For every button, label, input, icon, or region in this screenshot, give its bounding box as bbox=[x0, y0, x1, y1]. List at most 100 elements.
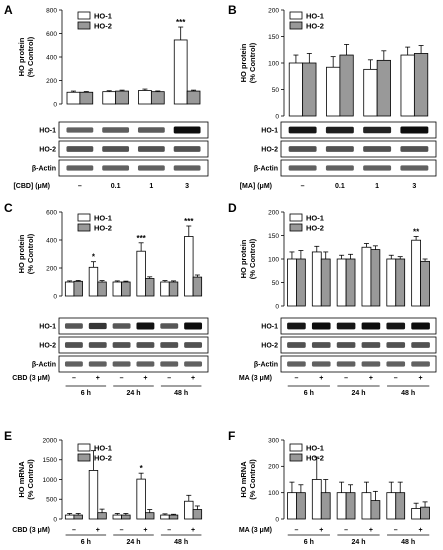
significance-marker: *** bbox=[136, 234, 146, 243]
legend-swatch-ho-2 bbox=[77, 21, 91, 30]
bar-ho-1 bbox=[88, 266, 99, 297]
legend-swatch-ho-2 bbox=[289, 21, 303, 30]
bar-ho-2 bbox=[296, 258, 306, 307]
y-tick-label: 200 bbox=[46, 265, 57, 272]
condition-value: + bbox=[319, 527, 323, 534]
blot-band bbox=[400, 165, 429, 171]
bar-ho-2 bbox=[145, 512, 155, 520]
group-label: 6 h bbox=[304, 539, 314, 546]
legend-swatch-ho-2 bbox=[77, 453, 91, 462]
condition-value: – bbox=[78, 183, 82, 190]
bar-ho-1 bbox=[66, 91, 81, 105]
bar-ho-2 bbox=[79, 91, 94, 105]
bar-ho-2 bbox=[320, 492, 331, 520]
bar-ho-1 bbox=[386, 492, 397, 520]
significance-marker: ** bbox=[413, 227, 420, 236]
legend-label: HO-2 bbox=[306, 22, 324, 31]
legend-label: HO-1 bbox=[94, 444, 112, 453]
bar-ho-2 bbox=[73, 280, 83, 297]
bar-ho-2 bbox=[395, 492, 406, 520]
condition-value: – bbox=[394, 527, 398, 534]
condition-value: 3 bbox=[412, 183, 416, 190]
blot-label: HO-1 bbox=[261, 324, 278, 331]
bar-ho-2 bbox=[192, 509, 203, 520]
bar-ho-2 bbox=[121, 514, 131, 520]
legend-swatch-ho-1 bbox=[289, 213, 303, 222]
blot-band bbox=[136, 342, 155, 348]
blot-band bbox=[400, 146, 429, 152]
bar-ho-2 bbox=[73, 514, 83, 520]
group-label: 48 h bbox=[174, 539, 188, 546]
y-axis-label: (% Control) bbox=[248, 42, 257, 83]
condition-value: + bbox=[191, 527, 195, 534]
bar-ho-1 bbox=[138, 90, 152, 105]
blot-label: HO-2 bbox=[261, 147, 278, 154]
condition-value: – bbox=[344, 527, 348, 534]
bar-ho-1 bbox=[311, 251, 322, 307]
panel-letter: D bbox=[228, 201, 237, 215]
blot-band bbox=[88, 342, 107, 348]
condition-label: MA (3 μM) bbox=[239, 527, 272, 534]
blot-band bbox=[136, 361, 155, 367]
condition-value: – bbox=[72, 375, 76, 382]
group-label: 6 h bbox=[81, 390, 91, 397]
condition-value: – bbox=[167, 375, 171, 382]
bar-ho-2 bbox=[339, 54, 354, 117]
bar-ho-2 bbox=[121, 281, 131, 297]
y-tick-label: 400 bbox=[46, 237, 57, 244]
legend-swatch-ho-2 bbox=[289, 453, 303, 462]
blot-band bbox=[411, 322, 430, 330]
condition-value: 0.1 bbox=[111, 183, 121, 190]
blot-strip bbox=[280, 317, 437, 335]
significance-marker: *** bbox=[176, 18, 186, 27]
blot-band bbox=[64, 342, 83, 348]
condition-value: – bbox=[394, 375, 398, 382]
bar-ho-1 bbox=[361, 492, 372, 520]
blot-band bbox=[184, 322, 203, 330]
bar-ho-1 bbox=[287, 492, 297, 520]
y-axis-label: HO mRNA bbox=[239, 461, 248, 498]
blot-band bbox=[184, 361, 203, 367]
y-tick-label: 800 bbox=[46, 7, 57, 14]
y-tick-label: 0 bbox=[53, 293, 57, 300]
panel-letter: E bbox=[4, 429, 12, 443]
legend-label: HO-2 bbox=[94, 454, 112, 463]
y-tick-label: 600 bbox=[46, 31, 57, 38]
legend-label: HO-1 bbox=[306, 214, 324, 223]
bar-ho-1 bbox=[288, 62, 304, 117]
blot-band bbox=[288, 126, 317, 134]
blot-strip bbox=[58, 159, 209, 177]
bar-ho-1 bbox=[400, 54, 415, 117]
y-tick-label: 0 bbox=[275, 113, 279, 120]
blot-band bbox=[173, 126, 201, 134]
condition-value: – bbox=[301, 183, 305, 190]
y-tick-label: 600 bbox=[46, 209, 57, 216]
bar-ho-2 bbox=[370, 249, 381, 307]
bar-ho-2 bbox=[320, 258, 331, 307]
blot-band bbox=[336, 361, 356, 367]
blot-band bbox=[64, 361, 83, 367]
blot-label: HO-2 bbox=[39, 343, 56, 350]
blot-label: β-Actin bbox=[254, 362, 278, 369]
blot-band bbox=[102, 127, 130, 133]
y-axis-label: HO protein bbox=[239, 239, 248, 278]
bar-ho-1 bbox=[136, 250, 146, 297]
blot-band bbox=[112, 361, 131, 367]
group-label: 48 h bbox=[174, 390, 188, 397]
blot-band bbox=[325, 146, 354, 152]
y-tick-label: 50 bbox=[272, 87, 280, 94]
condition-value: 1 bbox=[149, 183, 153, 190]
blot-band bbox=[66, 146, 94, 152]
bar-ho-1 bbox=[336, 258, 347, 307]
condition-value: + bbox=[369, 375, 373, 382]
y-axis-label: HO protein bbox=[239, 43, 248, 82]
bar-ho-2 bbox=[97, 512, 107, 520]
y-axis-label: (% Control) bbox=[248, 459, 257, 500]
blot-band bbox=[137, 146, 165, 152]
legend-swatch-ho-1 bbox=[289, 11, 303, 20]
bar-ho-1 bbox=[160, 514, 170, 520]
blot-band bbox=[336, 342, 356, 348]
condition-value: + bbox=[191, 375, 195, 382]
blot-band bbox=[287, 342, 306, 348]
y-tick-label: 0 bbox=[275, 516, 279, 523]
